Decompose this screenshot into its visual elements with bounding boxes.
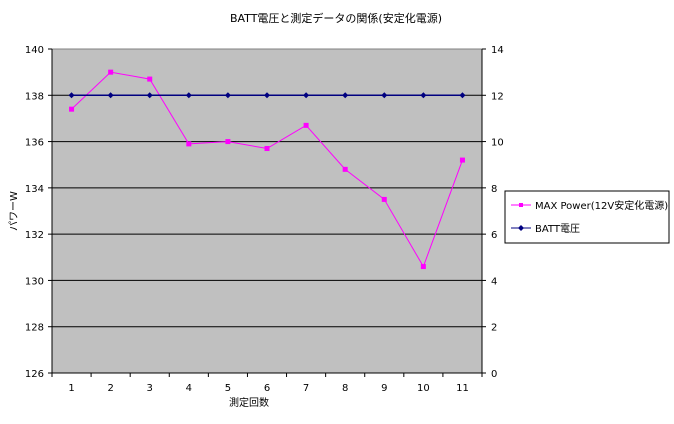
data-point — [420, 92, 427, 99]
data-point — [185, 92, 192, 99]
y-tick-label: 136 — [25, 138, 44, 149]
data-point — [342, 92, 349, 99]
legend: MAX Power(12V安定化電源) BATT電圧 — [504, 190, 670, 244]
x-tick-label: 7 — [303, 383, 309, 394]
y-tick-label: 134 — [25, 184, 44, 195]
x-tick-label: 1 — [68, 383, 74, 394]
data-point — [186, 141, 192, 147]
x-tick-label: 2 — [107, 383, 113, 394]
y-tick-label: 140 — [25, 45, 44, 56]
data-point — [108, 69, 114, 75]
plot-area — [52, 49, 482, 373]
data-point — [459, 157, 465, 163]
x-tick-label: 11 — [456, 383, 469, 394]
data-point — [224, 92, 231, 99]
y2-tick-label: 14 — [491, 45, 504, 56]
x-tick-label: 10 — [417, 383, 430, 394]
x-tick-labels: 1 2 3 4 5 6 7 8 9 10 11 — [68, 383, 468, 394]
legend-label-max-power: MAX Power(12V安定化電源) — [535, 199, 668, 212]
data-point — [303, 122, 309, 128]
data-point — [342, 166, 348, 172]
y2-tick-label: 6 — [491, 230, 497, 241]
y2-tick-label: 10 — [491, 138, 504, 149]
data-point — [459, 92, 466, 99]
y2-tick-label: 12 — [491, 91, 504, 102]
series — [68, 69, 466, 270]
data-point — [381, 196, 387, 202]
legend-marker-batt — [518, 225, 524, 231]
legend-box — [504, 190, 670, 244]
y-tick-labels: 126 128 130 132 134 136 138 140 — [25, 45, 44, 380]
x-tick-label: 6 — [264, 383, 270, 394]
data-point — [146, 92, 153, 99]
data-point — [147, 76, 153, 82]
data-point — [225, 139, 231, 145]
y2-tick-label: 0 — [491, 369, 497, 380]
data-point — [264, 146, 270, 152]
y-axis-label: パワーW — [8, 191, 20, 231]
x-tick-label: 9 — [381, 383, 387, 394]
legend-label-batt: BATT電圧 — [535, 223, 580, 235]
x-axis-label: 測定回数 — [229, 396, 269, 409]
x-tick-label: 5 — [225, 383, 231, 394]
y2-tick-label: 2 — [491, 323, 497, 334]
data-point — [420, 264, 426, 270]
axes — [48, 48, 486, 377]
data-point — [68, 92, 75, 99]
y2-tick-labels: 0 2 4 6 8 10 12 14 — [491, 45, 504, 380]
data-point — [69, 106, 75, 112]
data-point — [303, 92, 310, 99]
y-tick-label: 130 — [25, 276, 44, 287]
x-tick-label: 8 — [342, 383, 348, 394]
chart-title: BATT電圧と測定データの関係(安定化電源) — [230, 11, 442, 25]
y-tick-label: 132 — [25, 230, 44, 241]
data-point — [381, 92, 388, 99]
y-tick-label: 126 — [25, 369, 44, 380]
y-tick-label: 128 — [25, 323, 44, 334]
data-point — [107, 92, 114, 99]
x-tick-label: 4 — [186, 383, 192, 394]
legend-marker-max-power — [519, 203, 523, 207]
y2-tick-label: 8 — [491, 184, 497, 195]
y2-tick-label: 4 — [491, 276, 497, 287]
y-tick-label: 138 — [25, 91, 44, 102]
x-tick-label: 3 — [147, 383, 153, 394]
data-point — [264, 92, 270, 99]
